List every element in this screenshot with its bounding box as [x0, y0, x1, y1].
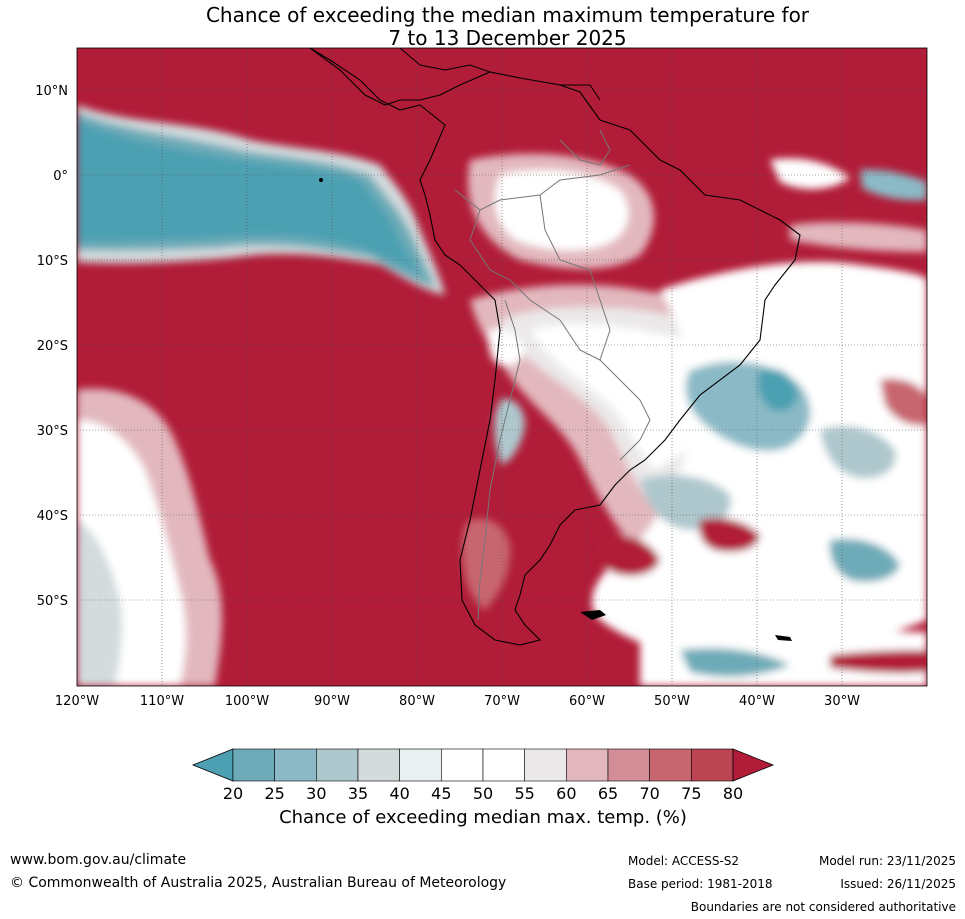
galapagos-islands [319, 178, 323, 182]
contour-35-chile [494, 399, 525, 465]
lat-label: 10°N [35, 84, 68, 99]
contour-35-atlantic [820, 426, 896, 479]
lon-label: 100°W [225, 694, 269, 709]
colorbar-tick-label: 20 [223, 784, 243, 803]
south-georgia [775, 635, 792, 641]
colorbar-tick-label: 55 [514, 784, 534, 803]
colorbar-segment [649, 748, 692, 782]
colorbar-segment [232, 748, 275, 782]
colorbar-tick-label: 45 [431, 784, 451, 803]
colorbar-segment [691, 748, 734, 782]
contour-50-amazon [495, 170, 629, 251]
contour-25-atlantic [829, 538, 900, 582]
south-america-coastline [309, 48, 801, 646]
colorbar-segment [316, 748, 359, 782]
colorbar-tick-label: 30 [306, 784, 326, 803]
lon-label: 70°W [484, 694, 520, 709]
colorbar-segment [566, 748, 609, 782]
contour-85-atlantic [598, 536, 660, 576]
colorbar-segment [441, 748, 484, 782]
islands [319, 178, 792, 641]
colorbar-tick-label: 75 [681, 784, 701, 803]
colorbar-tick-label: 60 [556, 784, 576, 803]
colorbar-label: Chance of exceeding median max. temp. (%… [279, 807, 687, 828]
contour-35-atlantic-b [640, 475, 731, 530]
title-line-1: Chance of exceeding the median maximum t… [205, 3, 810, 27]
lon-label: 60°W [569, 694, 605, 709]
contour-85-atlantic-b [699, 518, 760, 552]
lat-label: 0° [53, 169, 68, 184]
website-link[interactable]: www.bom.gov.au/climate [10, 852, 187, 868]
contour-40-sw [77, 520, 123, 686]
contour-25-south [680, 648, 790, 677]
colorbar-segments [232, 748, 734, 782]
title-line-2: 7 to 13 December 2025 [388, 26, 627, 50]
lon-label: 120°W [55, 694, 99, 709]
probability-contours [77, 105, 927, 686]
lon-label: 90°W [314, 694, 350, 709]
map-title: Chance of exceeding the median maximum t… [0, 4, 965, 50]
colorbar-under-arrow [191, 748, 234, 782]
latitude-labels: 10°N 0° 10°S 20°S 30°S 40°S 50°S [35, 84, 68, 609]
contour-50-north-atlantic [770, 158, 850, 190]
lat-label: 50°S [37, 594, 68, 609]
colorbar-segment [357, 748, 400, 782]
contour-75-patagonia [462, 518, 511, 610]
northern-coastline [399, 48, 601, 101]
lat-label: 30°S [37, 424, 68, 439]
forecast-field [77, 48, 927, 686]
boundaries-disclaimer: Boundaries are not considered authoritat… [690, 900, 956, 914]
base-period-info: Base period: 1981-2018 [628, 877, 773, 891]
contour-30-north-atlantic [860, 169, 927, 201]
lat-label: 40°S [37, 509, 68, 524]
lon-label: 30°W [824, 694, 860, 709]
colorbar-tick-label: 35 [348, 784, 368, 803]
colorbar-segment [274, 748, 317, 782]
falkland-islands [580, 610, 606, 620]
contour-20-atlantic [757, 368, 798, 412]
colorbar-segment [607, 748, 650, 782]
map-frame [76, 47, 928, 687]
colorbar-tick-label: 70 [639, 784, 659, 803]
lon-label: 80°W [399, 694, 435, 709]
issued-info: Issued: 26/11/2025 [840, 877, 956, 891]
model-run-info: Model run: 23/11/2025 [818, 854, 956, 868]
colorbar-segment [482, 748, 525, 782]
colorbar-tick-label: 40 [389, 784, 409, 803]
lon-label: 50°W [654, 694, 690, 709]
colorbar-tick-label: 50 [473, 784, 493, 803]
contour-20 [77, 120, 420, 275]
colorbar-over-arrow [732, 748, 775, 782]
colorbar-tick-label: 80 [723, 784, 743, 803]
lon-label: 40°W [739, 694, 775, 709]
contour-85-south [830, 650, 927, 674]
lon-label: 110°W [140, 694, 184, 709]
colorbar-tick-label: 65 [598, 784, 618, 803]
contour-65-north-atlantic [790, 222, 927, 252]
country-borders [454, 129, 651, 621]
model-info: Model: ACCESS-S2 [628, 854, 740, 868]
graticule [77, 48, 927, 686]
colorbar: 20 25 30 35 40 45 50 55 60 65 70 75 80 [191, 748, 775, 803]
colorbar-segment [399, 748, 442, 782]
colorbar-segment [524, 748, 567, 782]
colorbar-tick-label: 25 [264, 784, 284, 803]
longitude-labels: 120°W 110°W 100°W 90°W 80°W 70°W 60°W 50… [55, 694, 860, 709]
contour-75-atlantic [880, 378, 927, 426]
lat-label: 20°S [37, 339, 68, 354]
copyright-notice: © Commonwealth of Australia 2025, Austra… [10, 875, 507, 891]
colorbar-ticks: 20 25 30 35 40 45 50 55 60 65 70 75 80 [223, 784, 743, 803]
lat-label: 10°S [37, 254, 68, 269]
